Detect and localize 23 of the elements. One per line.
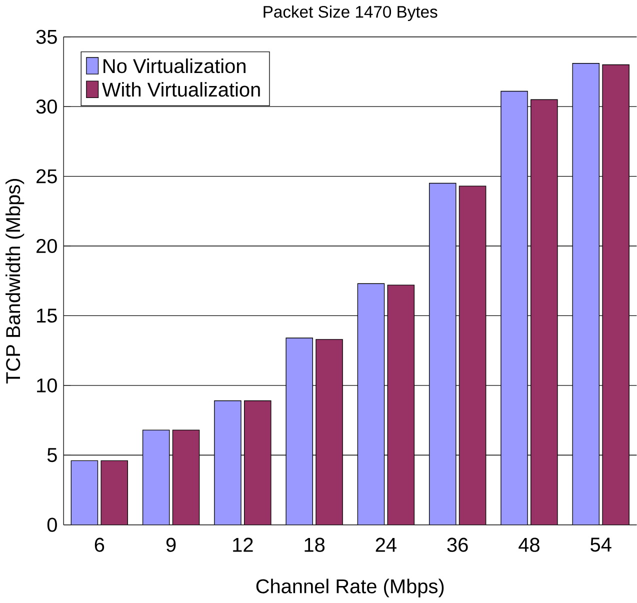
x-tick-label: 6 xyxy=(94,538,104,552)
legend-label: With Virtualization xyxy=(102,82,260,97)
x-tick-label: 48 xyxy=(518,538,540,552)
x-tick-label: 54 xyxy=(590,538,612,552)
y-tick-label: 0 xyxy=(47,518,57,532)
y-tick-label: 30 xyxy=(36,100,57,114)
legend-label: No Virtualization xyxy=(104,58,246,74)
y-tick-label: 10 xyxy=(37,378,57,393)
x-tick-label: 36 xyxy=(447,538,468,552)
x-tick-label: 24 xyxy=(376,538,396,552)
x-tick-label: 12 xyxy=(233,538,253,552)
y-tick-label: 20 xyxy=(36,239,57,254)
y-tick-label: 15 xyxy=(37,308,57,323)
x-tick-label: 18 xyxy=(304,538,325,552)
y-axis-title: TCP Bandwidth (Mbps) xyxy=(6,179,24,384)
bar xyxy=(70,460,98,525)
bar xyxy=(100,460,128,525)
y-tick-label: 5 xyxy=(47,448,57,462)
y-tick-label: 25 xyxy=(36,169,57,184)
x-axis-title: Channel Rate (Mbps) xyxy=(256,578,444,598)
x-tick-label: 9 xyxy=(166,538,176,552)
y-tick-label: 35 xyxy=(36,30,57,44)
chart-title: Packet Size 1470 Bytes xyxy=(264,6,438,22)
